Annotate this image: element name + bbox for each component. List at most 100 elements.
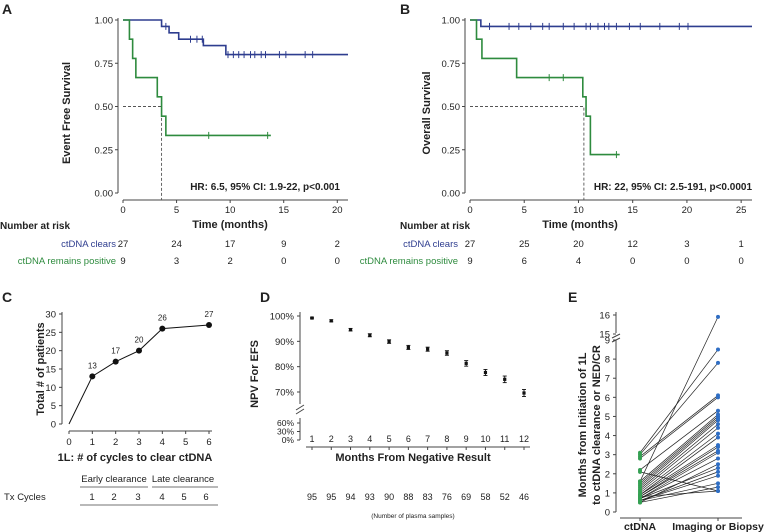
- panel-e-pair-line: [639, 433, 719, 494]
- panel-e-pair-line: [639, 486, 719, 503]
- panel-b-median-guide: [470, 106, 585, 200]
- panel-d-npv-point: [329, 319, 333, 323]
- panel-e-imaging-point: [716, 425, 720, 430]
- panel-e-imaging-point: [716, 481, 720, 486]
- panel-e-pair-line: [639, 420, 719, 488]
- panel-c-y-tick-label: 20: [45, 346, 56, 357]
- panel-d-y-tick-label: 60%: [277, 418, 294, 428]
- panel-d-sample-count: 95: [307, 492, 317, 502]
- panel-e-y-tick-label: 5: [605, 412, 610, 423]
- panel-a-median-guide: [123, 106, 163, 200]
- panel-c-table-row-label: Tx Cycles: [4, 492, 46, 503]
- panel-d-x-tick-label: 5: [387, 434, 392, 444]
- panel-e-imaging-point: [716, 431, 720, 436]
- panel-c-cycle-cell: 6: [203, 492, 208, 503]
- panel-a-x-tick-label: 0: [120, 205, 125, 216]
- panel-b-y-tick-label: 0.75: [442, 59, 461, 70]
- panel-d-x-tick-label: 11: [500, 434, 509, 444]
- panel-e-pair-line: [639, 427, 719, 492]
- panel-a-survival-curve-clears: [123, 19, 348, 56]
- panel-d-x-tick-label: 3: [348, 434, 353, 444]
- panel-b-risk-count: 20: [573, 239, 584, 250]
- panel-a-risk-count: 3: [174, 256, 179, 267]
- panel-d-axis-break: [295, 404, 305, 411]
- panel-e-imaging-point: [716, 360, 720, 365]
- panel-d-axis-break: [295, 408, 305, 415]
- panel-e-pair-line: [639, 446, 719, 498]
- panel-c-point: [112, 358, 119, 365]
- panel-c-x-tick-label: 1: [90, 437, 95, 448]
- panel-e-pair-line: [639, 349, 719, 453]
- panel-a-survival-curve-positive: [123, 19, 271, 137]
- panel-a-risk-count: 9: [120, 256, 125, 267]
- panel-d-y-tick-label: 30%: [277, 427, 294, 437]
- panel-d-x-tick-label: 12: [519, 434, 529, 444]
- panel-a-risk-header: Number at risk: [0, 221, 70, 232]
- panel-b-x-tick-label: 25: [736, 205, 747, 216]
- panel-a-risk-count: 2: [335, 239, 340, 250]
- panel-d-sample-count: 83: [423, 492, 433, 502]
- panel-d-y-tick-label: 100%: [270, 312, 295, 323]
- panel-c-x-tick-label: 3: [136, 437, 141, 448]
- panel-a-x-tick-label: 15: [278, 205, 289, 216]
- panel-e-imaging-point: [716, 456, 720, 461]
- panel-d-npv-point: [387, 339, 391, 344]
- panel-c-cumulative-line: [68, 324, 210, 425]
- panel-b-letter: B: [400, 1, 410, 17]
- panel-e-ctdna-point: [638, 479, 642, 484]
- panel-c-point: [89, 373, 96, 380]
- panel-c-y-tick-label: 10: [45, 383, 56, 394]
- panel-e-pair-line: [639, 463, 719, 503]
- panel-a-risk-count: 2: [227, 256, 232, 267]
- panel-d-sample-count: 69: [461, 492, 471, 502]
- panel-e-ctdna-point: [638, 456, 642, 461]
- panel-b-x-tick-label: 20: [682, 205, 693, 216]
- panel-e-imaging-point: [716, 445, 720, 450]
- panel-e-pair-line: [639, 437, 719, 496]
- panel-d-x-tick-label: 6: [406, 434, 411, 444]
- panel-e-y-tick-label: 0: [605, 508, 610, 519]
- panel-b-risk-label-clears: ctDNA clears: [403, 239, 458, 250]
- panel-a-hr-annotation: HR: 6.5, 95% CI: 1.9-22, p<0.001: [190, 182, 340, 193]
- panel-b-x-tick-label: 15: [627, 205, 638, 216]
- panel-c-x-tick-label: 2: [113, 437, 118, 448]
- panel-e-ylabel-line1: Months from Initiation of 1L: [577, 352, 589, 497]
- panel-d-x-tick-label: 10: [480, 434, 490, 444]
- panel-b-risk-count: 0: [630, 256, 635, 267]
- panel-a-y-tick-label: 0.75: [95, 59, 114, 70]
- panel-d-npv-point: [426, 347, 430, 351]
- panel-c-y-tick-label: 25: [45, 328, 56, 339]
- panel-e-imaging-point: [716, 435, 720, 440]
- panel-d-samples-note: (Number of plasma samples): [371, 513, 454, 520]
- panel-c-x-tick-label: 5: [183, 437, 188, 448]
- panel-c-early-label: Early clearance: [81, 474, 146, 485]
- panel-e-imaging-point: [716, 466, 720, 471]
- panel-e-pair-line: [639, 482, 719, 501]
- panel-e-ylabel-line2: to ctDNA clearance or NED/CR: [591, 345, 603, 505]
- panel-b-risk-count: 0: [684, 256, 689, 267]
- panel-d-npv-point: [445, 351, 449, 355]
- panel-e-imaging-point: [716, 488, 720, 493]
- panel-d-y-tick-label: 70%: [275, 388, 295, 399]
- panel-e-ctdna-point: [638, 469, 642, 474]
- panel-b-risk-label-positive: ctDNA remains positive: [360, 256, 458, 267]
- panel-b-y-tick-label: 1.00: [442, 16, 461, 27]
- panel-c: C Total # of patients 1L: # of cycles to…: [2, 289, 218, 506]
- panel-c-cycle-cell: 1: [89, 492, 94, 503]
- panel-c-ylabel: Total # of patients: [35, 322, 47, 415]
- panel-e-pair-line: [639, 395, 719, 457]
- panel-a: A Event Free Survival Time (months) HR: …: [0, 1, 348, 267]
- panel-b-x-tick-label: 10: [573, 205, 584, 216]
- panel-b-x-tick-label: 0: [467, 205, 472, 216]
- panel-d-npv-point: [406, 345, 410, 350]
- panel-c-x-tick-label: 0: [66, 437, 71, 448]
- panel-b-survival-curve-clears: [470, 19, 752, 28]
- panel-a-risk-label-positive: ctDNA remains positive: [18, 256, 116, 267]
- panel-a-risk-count: 27: [118, 239, 129, 250]
- panel-e-y-tick-label: 4: [605, 431, 610, 442]
- panel-e-pair-line: [639, 316, 719, 482]
- panel-c-point-label: 17: [111, 347, 120, 356]
- panel-b-y-tick-label: 0.00: [442, 189, 461, 200]
- panel-c-xlabel: 1L: # of cycles to clear ctDNA: [58, 452, 213, 464]
- panel-b-risk-count: 6: [522, 256, 527, 267]
